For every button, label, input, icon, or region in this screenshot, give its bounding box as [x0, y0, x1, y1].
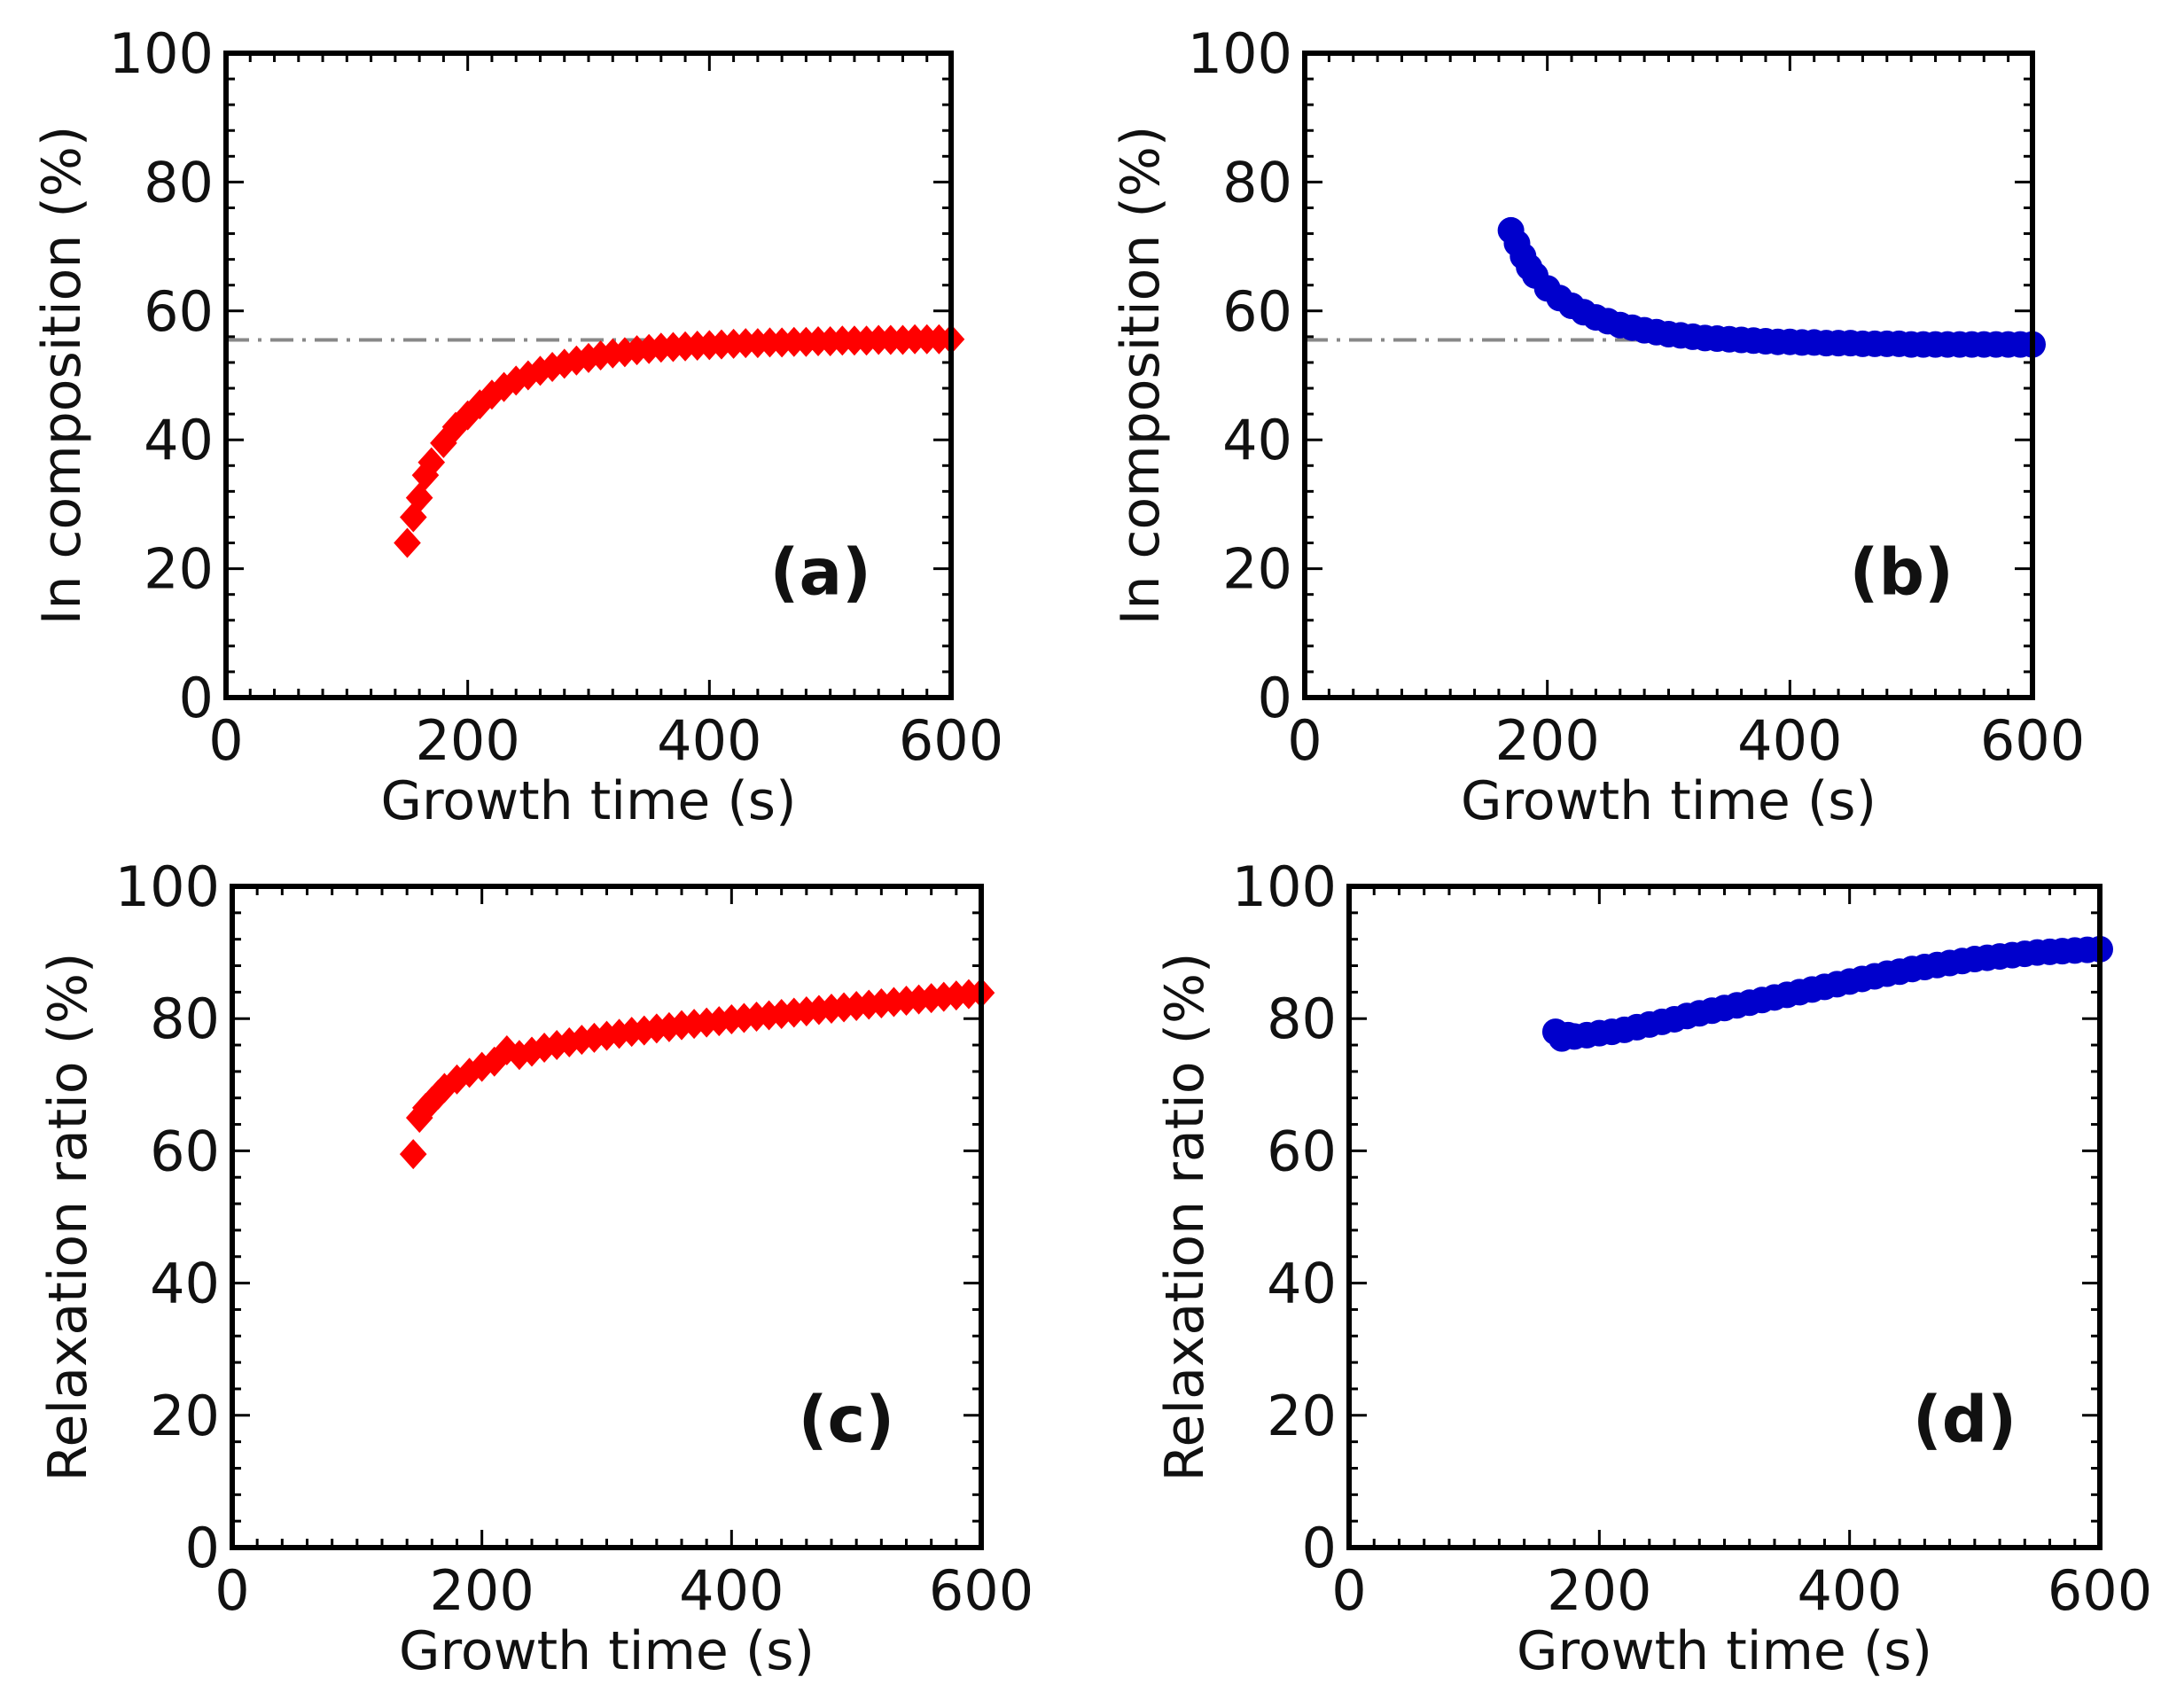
x-tick-label: 0	[208, 708, 243, 773]
plot-frame	[230, 884, 984, 1550]
x-tick-label: 400	[679, 1558, 784, 1623]
series-markers	[1541, 935, 2113, 1052]
y-tick-label: 40	[1222, 408, 1292, 472]
y-tick-label: 40	[1267, 1252, 1337, 1316]
data-point	[399, 1139, 427, 1170]
data-point	[630, 1015, 659, 1046]
panel-label: (b)	[1850, 535, 1954, 610]
data-point	[555, 1027, 583, 1058]
data-point	[490, 371, 518, 402]
y-tick-label: 0	[185, 1516, 220, 1580]
data-point	[705, 1006, 733, 1037]
y-axis-label: In composition (%)	[31, 126, 93, 626]
x-axis-label: Growth time (s)	[381, 770, 797, 832]
data-point	[593, 1020, 620, 1051]
y-tick-label: 0	[1302, 1516, 1337, 1580]
y-tick-label: 80	[1267, 987, 1337, 1051]
plot-frame	[223, 51, 954, 700]
data-point	[417, 447, 446, 478]
data-point	[443, 1064, 471, 1095]
data-point	[518, 1036, 546, 1067]
data-point	[780, 997, 808, 1028]
series-markers	[399, 978, 995, 1170]
panel-3: 0 200 400 600 0 20 40 60 80 100 Growth time (s) Rel…	[37, 854, 1034, 1682]
x-tick-label: 200	[1494, 708, 1599, 773]
panel-2: 0 200 400 600 0 20 40 60 80 100 Growth time (s) In …	[1110, 21, 2085, 832]
x-tick-label: 600	[2048, 1558, 2152, 1623]
x-tick-label: 400	[657, 708, 761, 773]
panel-label: (d)	[1913, 1383, 2017, 1457]
x-tick-label: 600	[929, 1558, 1034, 1623]
y-axis-label: In composition (%)	[1110, 126, 1172, 626]
x-tick-label: 200	[415, 708, 519, 773]
y-tick-label: 60	[1222, 279, 1292, 344]
y-tick-label: 20	[1267, 1384, 1337, 1448]
x-tick-label: 0	[215, 1558, 249, 1623]
data-point	[854, 989, 883, 1020]
y-tick-label: 80	[1222, 150, 1292, 214]
data-point	[431, 1072, 458, 1104]
data-point	[527, 355, 554, 386]
panel-label: (c)	[799, 1383, 895, 1457]
data-point	[405, 482, 433, 513]
y-tick-label: 20	[144, 537, 214, 602]
y-tick-label: 100	[1188, 21, 1292, 86]
data-point	[574, 342, 603, 373]
series-markers	[394, 324, 965, 558]
x-axis-label: Growth time (s)	[399, 1620, 815, 1682]
panel-1: 0 200 400 600 0 20 40 60 80 100 Growth time (s) In …	[31, 21, 1003, 832]
x-tick-label: 400	[1797, 1558, 1901, 1623]
x-axis-label: Growth time (s)	[1461, 770, 1876, 832]
y-tick-label: 0	[179, 666, 214, 730]
data-point	[480, 1046, 509, 1077]
data-point	[394, 527, 421, 558]
x-tick-label: 0	[1331, 1558, 1366, 1623]
y-tick-label: 20	[1222, 537, 1292, 602]
data-point	[817, 994, 846, 1025]
panel-4: 0 200 400 600 0 20 40 60 80 100 Growth time (s) Rel…	[1154, 854, 2152, 1682]
x-axis-label: Growth time (s)	[1517, 1620, 1932, 1682]
data-point	[667, 1010, 696, 1041]
x-tick-label: 200	[429, 1558, 534, 1623]
y-tick-label: 80	[150, 987, 220, 1051]
y-tick-label: 100	[109, 21, 214, 86]
y-tick-label: 40	[144, 408, 214, 472]
y-tick-label: 60	[150, 1119, 220, 1183]
x-tick-label: 200	[1547, 1558, 1651, 1623]
plot-frame	[1346, 884, 2102, 1550]
y-tick-label: 60	[1267, 1119, 1337, 1183]
plot-frame	[1302, 51, 2035, 700]
y-tick-label: 100	[115, 854, 220, 919]
data-point	[478, 379, 506, 410]
y-tick-label: 80	[144, 150, 214, 214]
y-axis-label: Relaxation ratio (%)	[37, 953, 99, 1482]
y-tick-label: 20	[150, 1384, 220, 1448]
x-tick-label: 0	[1287, 708, 1322, 773]
series-markers	[1497, 216, 2046, 358]
data-point	[743, 1001, 770, 1032]
panel-label: (a)	[770, 535, 871, 610]
y-axis-label: Relaxation ratio (%)	[1154, 953, 1216, 1482]
data-point	[441, 411, 470, 442]
y-tick-label: 0	[1258, 666, 1292, 730]
y-tick-label: 100	[1232, 854, 1337, 919]
x-tick-label: 600	[899, 708, 1003, 773]
x-tick-label: 400	[1737, 708, 1842, 773]
y-tick-label: 40	[150, 1252, 220, 1316]
data-point	[430, 427, 457, 458]
x-tick-label: 600	[1980, 708, 2085, 773]
y-tick-label: 60	[144, 279, 214, 344]
